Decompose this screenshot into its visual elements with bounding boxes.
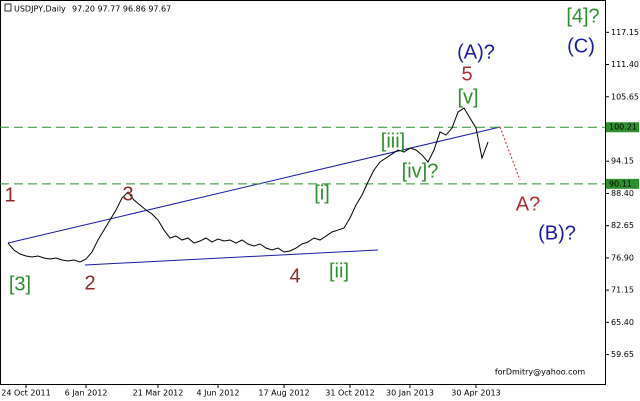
y-tick-label: 82.65 <box>611 221 634 230</box>
y-tick-label: 59.65 <box>611 350 634 359</box>
forecast-line <box>499 126 521 181</box>
wave-label: (A)? <box>457 41 495 63</box>
x-tick-label: 24 Oct 2011 <box>1 389 50 398</box>
x-tick-label: 21 Mar 2012 <box>133 389 184 398</box>
y-tick-label: 71.15 <box>611 286 634 295</box>
x-tick-label: 31 Oct 2012 <box>325 389 374 398</box>
y-tick-label: 105.65 <box>611 92 639 101</box>
footer-note: forDmitry@yahoo.com <box>495 368 586 377</box>
level-label: 90.11 <box>609 179 632 188</box>
wave-label: [v] <box>457 86 478 108</box>
price-line <box>7 107 489 263</box>
wave-label: [ii] <box>329 260 349 282</box>
x-tick-label: 4 Jun 2012 <box>196 389 239 398</box>
wave-label: 5 <box>461 63 472 85</box>
wave-label: [iv]? <box>402 160 439 182</box>
y-tick-label: 88.40 <box>611 189 634 198</box>
y-tick-label: 76.90 <box>611 253 634 262</box>
wave-label: [i] <box>314 182 330 204</box>
level-label: 100.21 <box>609 123 637 132</box>
wave-label: (B)? <box>538 222 576 244</box>
x-tick-label: 6 Jan 2012 <box>65 389 108 398</box>
wave-label: [4]? <box>566 5 599 27</box>
y-tick-label: 65.40 <box>611 318 634 327</box>
chart-icon <box>4 3 12 12</box>
chart-title: USDJPY,Daily <box>14 5 66 14</box>
wave-label: 2 <box>84 272 95 294</box>
level-label-box <box>606 178 639 189</box>
plot-frame <box>0 0 606 385</box>
wave-label: (C) <box>567 35 595 57</box>
y-tick-label: 117.15 <box>611 28 639 37</box>
upper-trend-line <box>7 126 501 244</box>
wave-label: [3] <box>9 273 31 295</box>
y-tick-label: 111.40 <box>611 60 639 69</box>
x-tick-label: 30 Apr 2013 <box>451 389 500 398</box>
y-tick-label: 94.15 <box>611 157 634 166</box>
chart-subtitle: 97.20 97.77 96.86 97.67 <box>72 5 171 14</box>
wave-label: 4 <box>289 265 300 287</box>
x-tick-label: 30 Jan 2013 <box>386 389 434 398</box>
lower-trend-line <box>84 249 379 266</box>
wave-label: 1 <box>4 184 15 206</box>
wave-label: [iii] <box>381 130 405 152</box>
x-tick-label: 17 Aug 2012 <box>258 389 309 398</box>
wave-label: A? <box>516 193 540 215</box>
level-label-box <box>606 122 639 133</box>
wave-label: 3 <box>122 183 133 205</box>
